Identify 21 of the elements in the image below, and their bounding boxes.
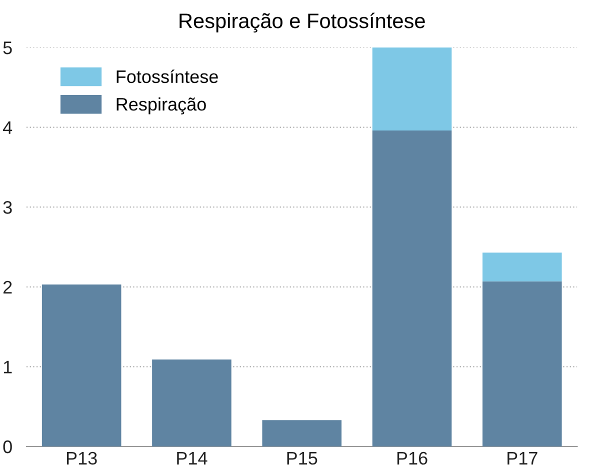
y-tick-label: 2 (3, 280, 12, 294)
x-tick-label: P14 (177, 452, 208, 464)
y-tick-label: 5 (3, 42, 12, 54)
legend-label: Fotossíntese (116, 70, 218, 84)
y-tick-label: 4 (2, 121, 12, 134)
x-tick-label: P17 (508, 452, 538, 464)
bar (262, 420, 342, 446)
x-tick-label: P13 (66, 452, 97, 465)
bar (482, 281, 562, 446)
bar (42, 284, 122, 446)
legend-label: Respiração (116, 97, 206, 114)
bar (152, 360, 232, 446)
y-tick-label: 1 (4, 360, 12, 374)
bar (482, 252, 562, 282)
bar (372, 48, 452, 130)
chart-title: Respiração e Fotossíntese (180, 12, 425, 32)
x-tick-label: P16 (397, 452, 428, 465)
y-tick-label: 3 (3, 201, 12, 214)
y-tick-label: 0 (3, 440, 12, 454)
bar (372, 130, 452, 446)
x-tick-label: P15 (287, 452, 318, 465)
